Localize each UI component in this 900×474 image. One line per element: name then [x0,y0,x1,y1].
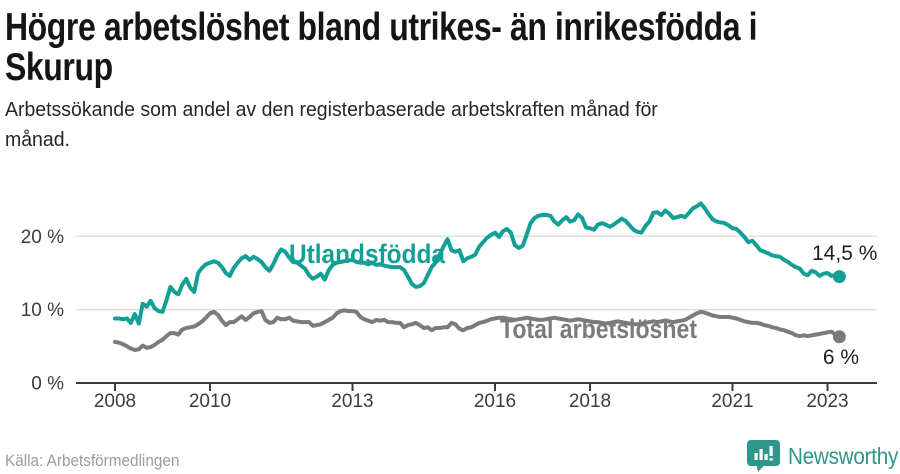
x-axis-label-2016: 2016 [474,391,516,412]
x-axis-label-2021: 2021 [711,391,753,412]
newsworthy-brand-name: Newsworthy [788,443,900,470]
series-label-utlandsfodda: Utlandsfödda [289,239,446,269]
x-axis-label-2008: 2008 [94,391,136,412]
series-line-utlandsfodda [113,201,842,326]
chart-subtitle-text-1: Arbetssökande som andel av den registerb… [5,98,658,121]
newsworthy-brand-name-text: Newsworthy [788,443,899,469]
newsworthy-bar-chart-bubble-icon [747,440,780,472]
chart-subtitle-line-1: Arbetssökande som andel av den registerb… [5,96,692,124]
page-title-text-2: Skurup [5,46,113,89]
page-title-text-1: Högre arbetslöshet bland utrikes- än inr… [5,6,758,49]
unemployment-line-chart: 0 % 10 % 20 % 2008 2010 2013 2016 2018 2021 2023 U… [21,201,877,412]
page-title-line-2: Skurup [5,48,136,88]
newsworthy-brand-link[interactable]: Newsworthy [746,439,898,472]
y-axis-label-0: 0 % [31,374,64,395]
x-axis-label-2013: 2013 [331,391,373,412]
x-axis-label-2018: 2018 [569,391,611,412]
end-value-label-utlandsfodda: 14,5 % [812,242,877,265]
page-title-line-1: Högre arbetslöshet bland utrikes- än inr… [5,8,900,48]
source-caption: Källa: Arbetsförmedlingen [5,451,199,471]
series-endpoint-dot-total-arbetsloshet [832,330,846,344]
chart-subtitle-line-2: månad. [5,126,73,154]
series-label-total-arbetsloshet: Total arbetslöshet [500,314,697,344]
source-caption-text: Källa: Arbetsförmedlingen [5,451,180,470]
x-axis-label-2010: 2010 [189,391,231,412]
y-axis-label-20: 20 % [21,227,64,248]
series-line-total-arbetsloshet [113,308,842,352]
chart-subtitle-text-2: månad. [5,128,70,151]
y-axis-label-10: 10 % [21,300,64,321]
x-axis-label-2023: 2023 [806,391,848,412]
series-endpoint-dot-utlandsfodda [832,270,846,284]
end-value-label-total-arbetsloshet: 6 % [823,346,859,369]
